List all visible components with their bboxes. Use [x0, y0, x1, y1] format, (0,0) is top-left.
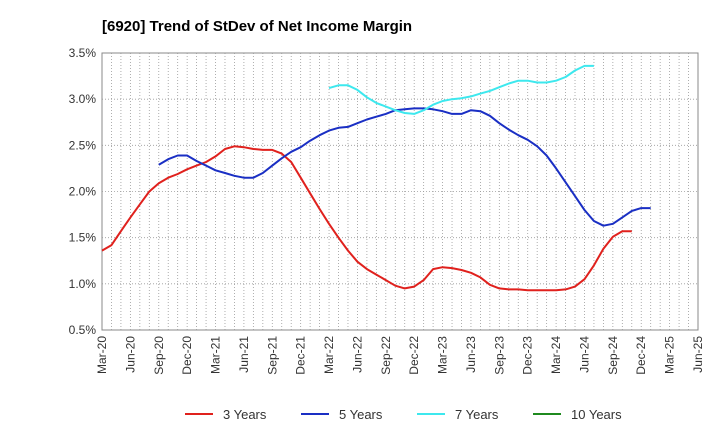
y-axis-ticks: 0.5% 1.0% 1.5% 2.0% 2.5% 3.0% 3.5%	[69, 46, 97, 337]
x-tick-label: Jun-22	[350, 336, 364, 373]
x-tick-label: Mar-21	[209, 336, 223, 374]
x-tick-label: Dec-21	[294, 336, 308, 375]
x-tick-label: Mar-25	[663, 336, 677, 374]
y-tick-label: 1.0%	[69, 277, 97, 291]
x-tick-label: Sep-22	[379, 336, 393, 375]
series-layer	[101, 64, 651, 292]
x-tick-label: Sep-21	[265, 336, 279, 375]
y-tick-label: 2.0%	[69, 185, 97, 199]
grid-layer	[102, 53, 698, 330]
y-tick-label: 2.5%	[69, 138, 97, 152]
x-tick-label: Jun-25	[691, 336, 705, 373]
y-tick-label: 3.5%	[69, 46, 97, 60]
x-tick-label: Dec-23	[521, 336, 535, 375]
y-tick-label: 0.5%	[69, 323, 97, 337]
y-tick-label: 1.5%	[69, 231, 97, 245]
legend-label: 7 Years	[455, 407, 499, 422]
chart-title: [6920] Trend of StDev of Net Income Marg…	[102, 18, 412, 35]
series-line-3-years	[101, 145, 632, 292]
legend-label: 5 Years	[339, 407, 383, 422]
x-tick-label: Sep-20	[152, 336, 166, 375]
x-tick-label: Mar-22	[322, 336, 336, 374]
x-tick-label: Jun-21	[237, 336, 251, 373]
x-tick-label: Mar-23	[436, 336, 450, 374]
legend-label: 3 Years	[223, 407, 267, 422]
x-tick-label: Jun-24	[577, 336, 591, 373]
x-tick-label: Mar-20	[95, 336, 109, 374]
x-axis-ticks: Mar-20 Jun-20 Sep-20 Dec-20 Mar-21 Jun-21 Sep-…	[95, 336, 705, 375]
x-tick-label: Sep-24	[606, 336, 620, 375]
x-tick-label: Sep-23	[492, 336, 506, 375]
x-tick-label: Dec-24	[634, 336, 648, 375]
series-line-7-years	[328, 64, 594, 115]
x-tick-label: Jun-20	[123, 336, 137, 373]
x-tick-label: Mar-24	[549, 336, 563, 374]
legend: 3 Years 5 Years 7 Years 10 Years	[185, 407, 622, 422]
x-tick-label: Jun-23	[464, 336, 478, 373]
x-tick-label: Dec-22	[407, 336, 421, 375]
y-tick-label: 3.0%	[69, 92, 97, 106]
legend-label: 10 Years	[571, 407, 622, 422]
x-tick-label: Dec-20	[180, 336, 194, 375]
series-line-5-years	[158, 107, 651, 227]
